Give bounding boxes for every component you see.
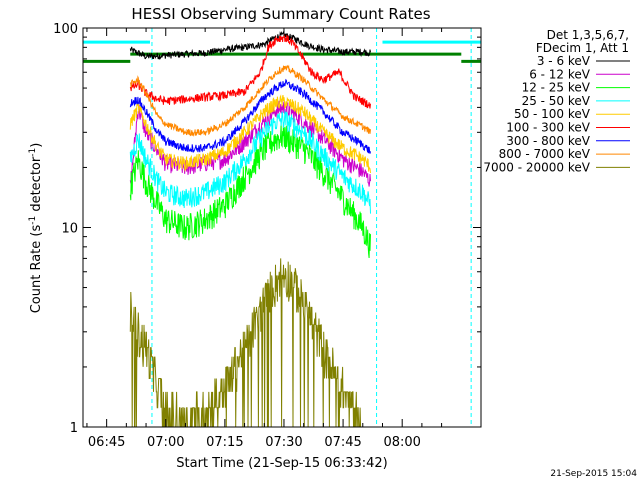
series-line-3: [129, 110, 371, 214]
legend-label-6: 300 - 800 keV: [506, 134, 590, 148]
series-line-2: [129, 122, 371, 259]
y-axis-label-sup1: -1: [28, 216, 38, 225]
chart-title: HESSI Observing Summary Count Rates: [131, 5, 430, 23]
footer-date: 21-Sep-2015 15:04: [550, 469, 637, 479]
legend-label-7: 800 - 7000 keV: [499, 147, 591, 161]
legend-label-8: 7000 - 20000 keV: [483, 160, 590, 174]
series-line-5: [129, 34, 371, 109]
y-tick-label-1: 10: [61, 222, 78, 237]
y-axis-label-end: ): [29, 143, 44, 148]
x-axis: 06:45 07:00 07:15 07:30 07:45 08:00: [86, 28, 482, 450]
y-axis-label-sup2: -1: [28, 148, 38, 157]
reference-lines: [83, 28, 481, 427]
legend-header-line-1: Det 1,3,5,6,7,: [547, 28, 629, 42]
series-line-8: [129, 258, 363, 428]
legend: Det 1,3,5,6,7, FDecim 1, Att 1 3 - 6 keV…: [483, 28, 630, 174]
legend-header-line-2: FDecim 1, Att 1: [536, 41, 629, 55]
series-line-0: [129, 30, 371, 61]
y-tick-label-0: 1: [70, 421, 78, 436]
series-line-4: [129, 94, 371, 174]
x-axis-label: Start Time (21-Sep-15 06:33:42): [176, 456, 387, 471]
y-axis-label: Count Rate (s-1 detector-1): [28, 143, 44, 314]
series-line-6: [129, 78, 371, 154]
legend-label-1: 6 - 12 keV: [529, 67, 591, 81]
legend-label-3: 25 - 50 keV: [522, 94, 591, 108]
legend-label-5: 100 - 300 keV: [506, 121, 590, 135]
x-tick-label-0: 06:45: [88, 435, 125, 450]
legend-label-2: 12 - 25 keV: [522, 81, 591, 95]
y-axis-label-mid: detector: [29, 156, 44, 216]
y-tick-label-2: 100: [53, 22, 78, 37]
series-line-7: [129, 64, 371, 137]
x-tick-label-1: 07:00: [147, 435, 184, 450]
x-tick-label-5: 08:00: [383, 435, 420, 450]
series-lines: [129, 30, 371, 428]
y-axis: 1 10 100: [53, 22, 481, 436]
y-axis-label-main: Count Rate (s: [29, 225, 44, 314]
x-tick-label-3: 07:30: [265, 435, 302, 450]
x-tick-label-4: 07:45: [324, 435, 361, 450]
x-tick-label-2: 07:15: [206, 435, 243, 450]
legend-label-0: 3 - 6 keV: [537, 54, 591, 68]
legend-label-4: 50 - 100 keV: [514, 107, 591, 121]
